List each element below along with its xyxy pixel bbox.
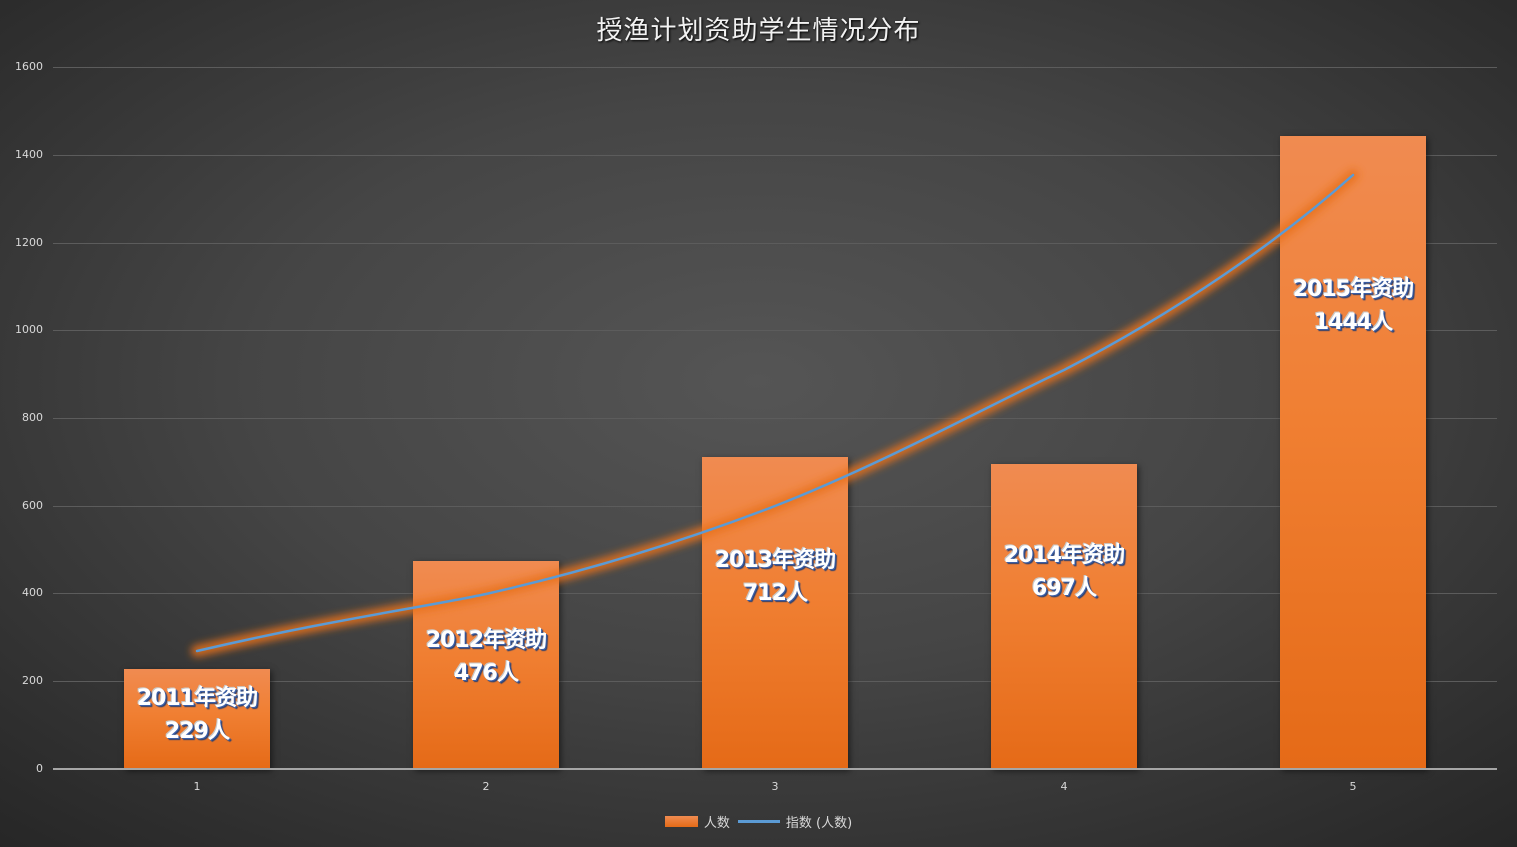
data-label-year: 2011年资助 <box>136 686 258 711</box>
gridline-800 <box>53 418 1497 419</box>
y-tick-label: 1000 <box>15 323 43 336</box>
legend-line-label[interactable]: 指数 (人数) <box>785 816 853 831</box>
legend-bar-swatch-icon[interactable] <box>664 816 698 827</box>
x-axis-line <box>53 768 1497 770</box>
bar-2014[interactable] <box>991 464 1137 769</box>
y-tick-label: 1200 <box>15 236 43 249</box>
y-tick-label: 0 <box>36 762 43 775</box>
y-tick-label: 400 <box>22 586 43 599</box>
bar-2015[interactable] <box>1280 136 1426 769</box>
y-tick-label: 600 <box>22 499 43 512</box>
gridline-1400 <box>53 155 1497 156</box>
x-tick-label: 5 <box>1349 780 1357 793</box>
x-tick-label: 3 <box>771 780 779 793</box>
chart-legend: 人数 指数 (人数) <box>0 812 1517 831</box>
y-tick-label: 800 <box>22 411 43 424</box>
legend-line-swatch-icon[interactable] <box>737 820 780 823</box>
data-label-year: 2013年资助 <box>714 548 836 573</box>
y-tick-label: 200 <box>22 674 43 687</box>
data-label-year: 2014年资助 <box>1003 543 1125 568</box>
x-tick-label: 1 <box>193 780 201 793</box>
x-tick-label: 2 <box>482 780 490 793</box>
data-label-2013: 2013年资助 712人 <box>675 544 875 610</box>
gridline-1600 <box>53 67 1497 68</box>
data-label-count: 229人 <box>165 719 230 744</box>
x-tick-label: 4 <box>1060 780 1068 793</box>
data-label-year: 2015年资助 <box>1292 277 1414 302</box>
legend-bar-label[interactable]: 人数 <box>703 816 730 831</box>
data-label-2015: 2015年资助 1444人 <box>1253 273 1453 339</box>
chart-title: 授渔计划资助学生情况分布 <box>596 16 921 46</box>
data-label-count: 1444人 <box>1313 310 1393 335</box>
data-label-2011: 2011年资助 229人 <box>97 682 297 748</box>
data-label-count: 712人 <box>743 581 808 606</box>
y-tick-label: 1600 <box>15 60 43 73</box>
data-label-2012: 2012年资助 476人 <box>386 624 586 690</box>
bar-2011[interactable] <box>124 669 270 769</box>
y-tick-label: 1400 <box>15 148 43 161</box>
data-label-2014: 2014年资助 697人 <box>964 539 1164 605</box>
gridline-1000 <box>53 330 1497 331</box>
data-label-count: 476人 <box>454 661 519 686</box>
data-label-year: 2012年资助 <box>425 628 547 653</box>
gridline-1200 <box>53 243 1497 244</box>
data-label-count: 697人 <box>1032 576 1097 601</box>
